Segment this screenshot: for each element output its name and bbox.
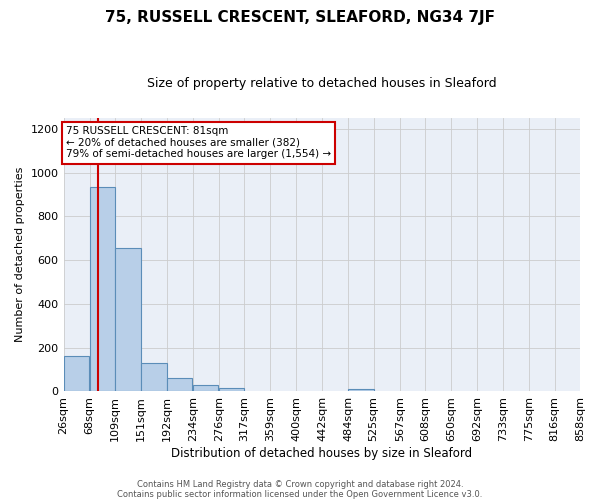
Title: Size of property relative to detached houses in Sleaford: Size of property relative to detached ho… xyxy=(147,78,497,90)
Bar xyxy=(115,248,140,392)
Bar xyxy=(64,356,89,392)
X-axis label: Distribution of detached houses by size in Sleaford: Distribution of detached houses by size … xyxy=(171,447,472,460)
Bar xyxy=(219,388,244,392)
Text: Contains HM Land Registry data © Crown copyright and database right 2024.: Contains HM Land Registry data © Crown c… xyxy=(137,480,463,489)
Bar xyxy=(193,386,218,392)
Bar xyxy=(141,364,167,392)
Text: 75 RUSSELL CRESCENT: 81sqm
← 20% of detached houses are smaller (382)
79% of sem: 75 RUSSELL CRESCENT: 81sqm ← 20% of deta… xyxy=(66,126,331,160)
Text: 75, RUSSELL CRESCENT, SLEAFORD, NG34 7JF: 75, RUSSELL CRESCENT, SLEAFORD, NG34 7JF xyxy=(105,10,495,25)
Text: Contains public sector information licensed under the Open Government Licence v3: Contains public sector information licen… xyxy=(118,490,482,499)
Bar xyxy=(89,187,115,392)
Bar xyxy=(348,389,374,392)
Bar xyxy=(167,378,192,392)
Y-axis label: Number of detached properties: Number of detached properties xyxy=(15,167,25,342)
